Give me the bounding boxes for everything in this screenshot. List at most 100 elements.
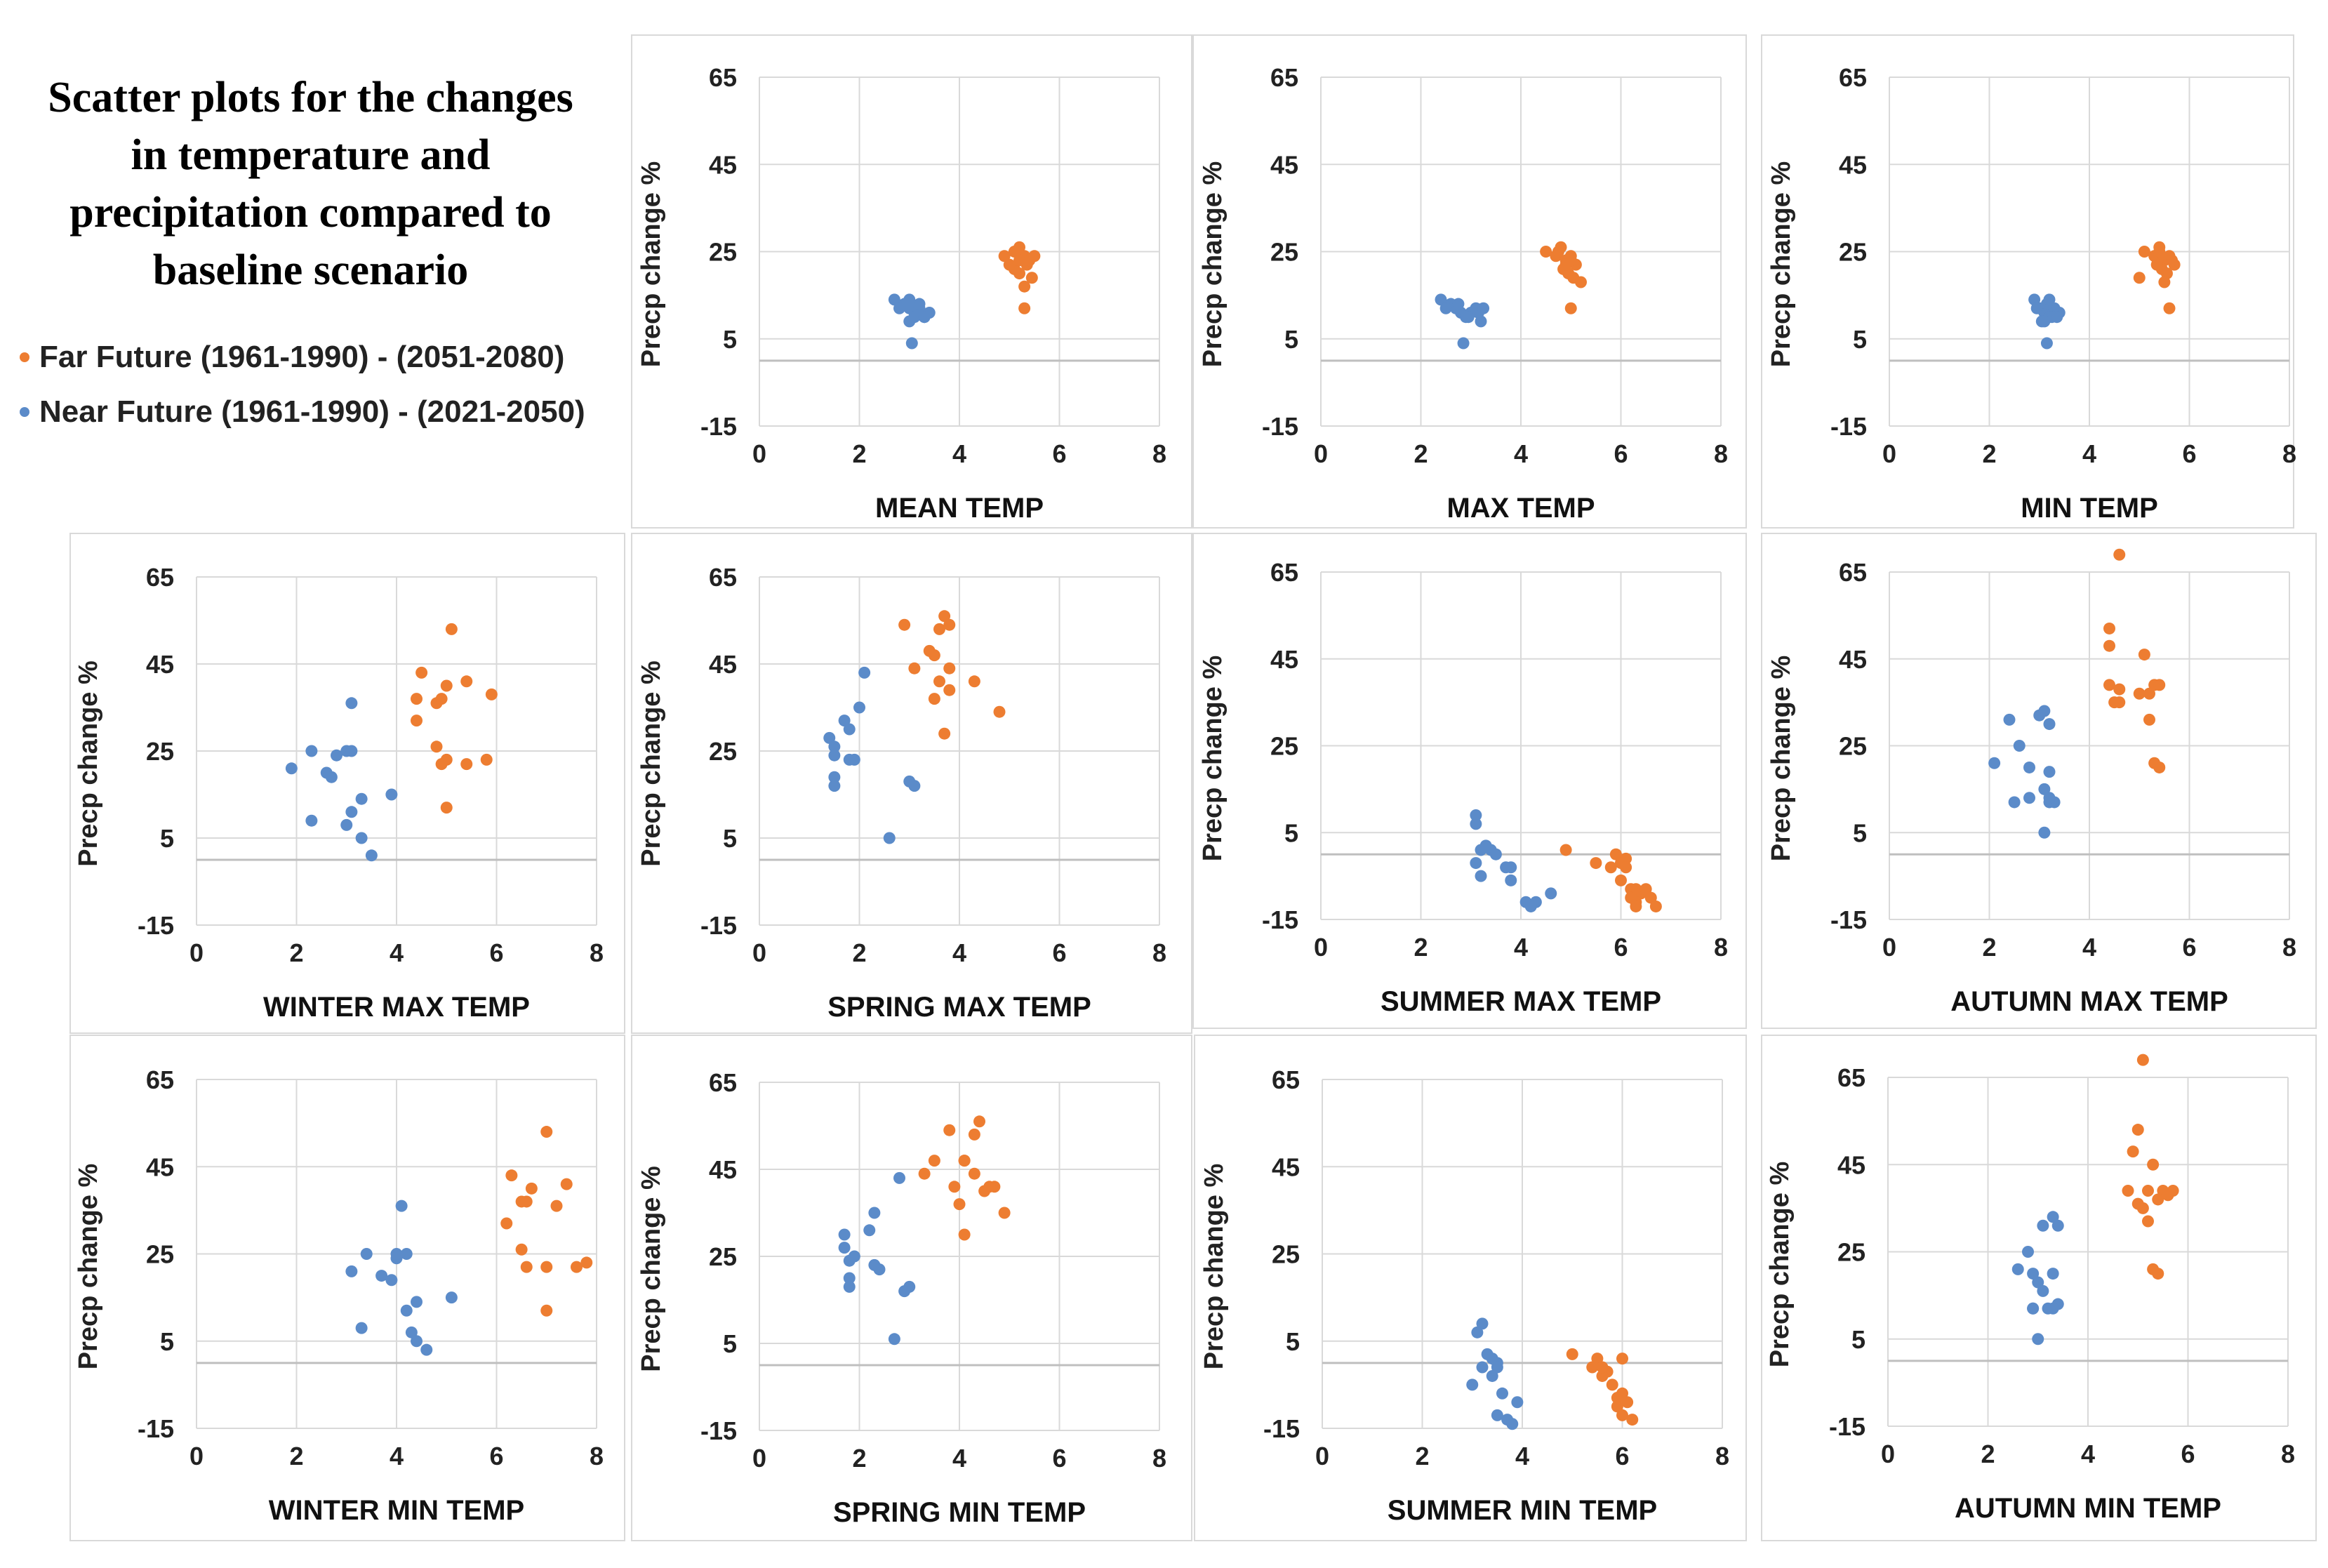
x-tick-label: 6 bbox=[489, 938, 503, 967]
far-future-point bbox=[943, 618, 956, 631]
far-future-point bbox=[1621, 1396, 1634, 1409]
y-tick-label: 45 bbox=[1837, 1150, 1865, 1179]
near-future-point bbox=[853, 701, 865, 714]
y-tick-label: 45 bbox=[709, 150, 737, 179]
y-tick-label: 5 bbox=[723, 325, 737, 354]
near-future-point bbox=[331, 749, 342, 762]
far-future-point bbox=[525, 1182, 538, 1195]
near-future-point bbox=[863, 1224, 876, 1237]
far-future-point bbox=[1564, 302, 1577, 314]
far-future-point bbox=[943, 662, 956, 675]
far-future-point bbox=[1596, 1369, 1609, 1382]
far-future-point bbox=[948, 1181, 961, 1193]
y-tick-label: 45 bbox=[146, 650, 174, 679]
far-future-point bbox=[540, 1261, 553, 1273]
near-future-point bbox=[355, 832, 368, 844]
y-tick-label: -15 bbox=[700, 911, 737, 940]
far-future-point bbox=[2131, 1197, 2144, 1210]
near-future-point bbox=[2037, 1284, 2049, 1297]
far-future-point bbox=[1626, 1414, 1639, 1426]
x-axis-label: AUTUMN MAX TEMP bbox=[1950, 986, 2228, 1017]
far-future-point bbox=[1003, 258, 1016, 271]
near-future-point bbox=[2037, 1219, 2049, 1232]
y-axis-label: Precp change % bbox=[1198, 161, 1228, 368]
far-future-point bbox=[928, 693, 940, 705]
y-tick-label: 25 bbox=[1839, 732, 1867, 761]
far-future-point bbox=[2136, 1054, 2149, 1066]
near-future-point bbox=[883, 832, 896, 844]
x-tick-label: 0 bbox=[1882, 933, 1896, 962]
near-future-point bbox=[828, 749, 841, 762]
near-future-point bbox=[2003, 713, 2016, 726]
y-tick-label: -15 bbox=[700, 1416, 737, 1445]
scatter-panel: 65 45 25 5 -15 0 2 4 6 8 Precp change % AUTUMN MAX … bbox=[1761, 533, 2317, 1029]
panel-frame bbox=[1761, 34, 2294, 529]
x-tick-label: 0 bbox=[1882, 439, 1896, 468]
near-future-point bbox=[1470, 809, 1482, 821]
x-tick-label: 8 bbox=[1152, 938, 1166, 967]
near-future-point bbox=[1988, 757, 2001, 769]
near-future-point bbox=[838, 1242, 851, 1254]
y-tick-label: 5 bbox=[1286, 1327, 1300, 1356]
y-tick-label: 25 bbox=[1270, 238, 1298, 267]
x-axis-label: MEAN TEMP bbox=[875, 493, 1044, 524]
near-future-point bbox=[411, 1296, 423, 1308]
far-future-point bbox=[1615, 874, 1627, 886]
panel-frame bbox=[631, 34, 1192, 529]
x-axis-label: WINTER MAX TEMP bbox=[263, 992, 530, 1023]
x-axis-label: SUMMER MAX TEMP bbox=[1381, 986, 1661, 1017]
y-tick-label: 65 bbox=[1839, 63, 1867, 92]
x-tick-label: 8 bbox=[1152, 1444, 1166, 1473]
y-tick-label: 5 bbox=[1853, 325, 1867, 354]
y-tick-label: -15 bbox=[138, 911, 174, 940]
panel-frame bbox=[69, 1035, 625, 1541]
near-future-point bbox=[918, 311, 931, 324]
y-tick-label: 5 bbox=[723, 824, 737, 853]
near-future-point bbox=[2038, 315, 2051, 328]
far-future-point bbox=[933, 675, 945, 688]
far-future-point bbox=[1575, 276, 1587, 288]
near-future-point bbox=[400, 1248, 413, 1260]
far-future-point bbox=[580, 1256, 593, 1269]
y-axis-label: Precp change % bbox=[637, 161, 666, 368]
x-tick-label: 4 bbox=[2081, 1440, 2095, 1468]
x-axis-label: MIN TEMP bbox=[2021, 493, 2158, 524]
y-tick-label: 65 bbox=[709, 63, 737, 92]
far-future-point bbox=[1596, 1361, 1609, 1374]
near-future-point bbox=[843, 1280, 856, 1293]
far-future-point bbox=[928, 1155, 940, 1167]
near-future-point bbox=[1435, 293, 1447, 306]
far-future-point bbox=[540, 1304, 553, 1317]
far-future-point bbox=[550, 1200, 563, 1212]
near-future-point bbox=[2043, 293, 2056, 306]
far-future-point bbox=[1559, 258, 1572, 271]
far-future-point bbox=[1590, 857, 1602, 870]
x-tick-label: 8 bbox=[590, 1442, 604, 1470]
near-future-point bbox=[1496, 1387, 1508, 1400]
far-future-point bbox=[1591, 1353, 1604, 1365]
far-future-point bbox=[2142, 1215, 2154, 1228]
far-future-point bbox=[1566, 1348, 1578, 1360]
y-axis-label: Precp change % bbox=[1199, 1164, 1229, 1370]
y-tick-label: 45 bbox=[1270, 645, 1298, 674]
far-future-point bbox=[485, 688, 498, 700]
y-tick-label: 25 bbox=[146, 1240, 174, 1269]
far-future-point bbox=[1609, 848, 1622, 861]
near-future-point bbox=[828, 780, 841, 792]
far-future-point bbox=[2153, 761, 2166, 773]
far-future-point bbox=[1639, 883, 1652, 896]
near-future-point bbox=[345, 697, 358, 710]
near-future-point bbox=[2047, 1302, 2059, 1315]
scatter-panel: 65 45 25 5 -15 0 2 4 6 8 Precp change % SUMMER MIN … bbox=[1194, 1035, 1747, 1541]
scatter-panel: 65 45 25 5 -15 0 2 4 6 8 Precp change % MIN TEMP bbox=[1761, 34, 2296, 529]
y-tick-label: 65 bbox=[1272, 1065, 1300, 1094]
far-future-point bbox=[1616, 1353, 1628, 1365]
near-future-point bbox=[1476, 1361, 1489, 1374]
x-tick-label: 6 bbox=[1052, 938, 1066, 967]
far-future-point bbox=[2127, 1145, 2139, 1158]
near-future-point bbox=[2040, 337, 2053, 350]
x-tick-label: 2 bbox=[289, 938, 303, 967]
y-tick-label: 45 bbox=[1839, 150, 1867, 179]
y-tick-label: 5 bbox=[1284, 325, 1298, 354]
near-future-point bbox=[873, 1263, 886, 1276]
